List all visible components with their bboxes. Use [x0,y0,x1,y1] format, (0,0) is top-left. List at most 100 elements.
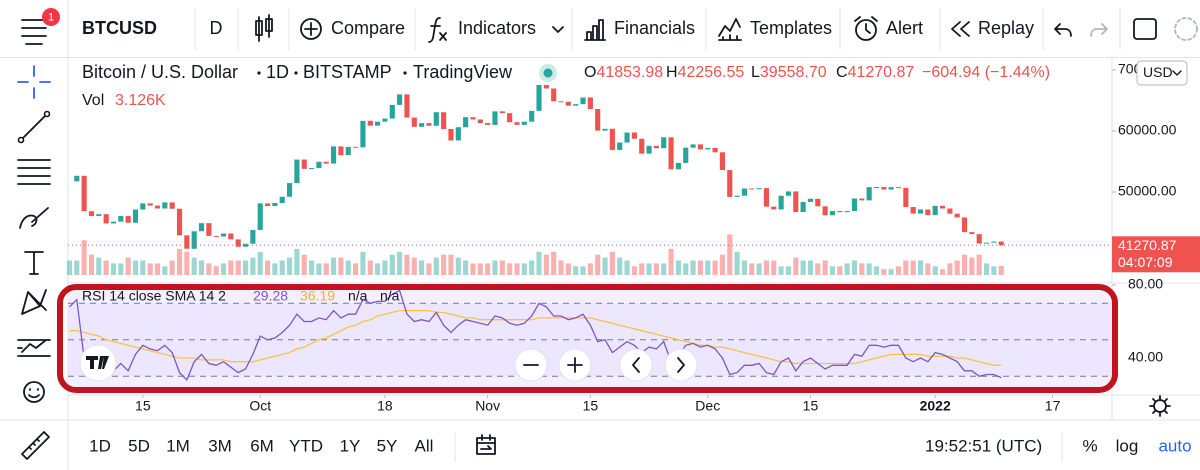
candle [829,211,836,216]
volume-bar [609,251,615,275]
volume-bar [323,263,329,275]
rsi-y-tick-label: 40.00 [1128,349,1163,365]
volume-bar [873,266,880,275]
volume-bar [646,263,652,275]
range-button[interactable]: 5D [128,436,150,455]
fib-tool[interactable] [17,159,51,185]
crosshair-tool[interactable] [17,65,51,99]
candle [162,202,168,209]
volume-bar [353,263,359,275]
layout-button[interactable] [1133,18,1157,40]
alert-button[interactable]: Alert [886,18,923,38]
volume-bar [213,266,219,275]
candle [448,129,454,141]
scroll-left-button[interactable] [619,348,653,382]
zoom-out-button[interactable] [514,348,548,382]
prediction-tool[interactable] [17,339,51,357]
candle [961,217,968,233]
zoom-in-button[interactable] [558,348,592,382]
candle [301,159,307,169]
volume-bar [198,260,205,275]
volume-bar [881,269,887,275]
indicators-dropdown[interactable] [552,26,564,33]
financials-button[interactable]: Financials [614,18,695,38]
candle [529,110,535,122]
candle [103,214,109,224]
volume-bar [690,260,696,275]
candle [675,162,681,170]
volume-bar [998,265,1004,275]
legend: Bitcoin / U.S. Dollar 1D BITSTAMP Tradin… [82,62,557,304]
interval[interactable]: D [210,18,223,38]
volume-bar [829,266,836,275]
range-button[interactable]: YTD [289,436,323,455]
range-button[interactable]: 5Y [377,436,398,455]
volume-bar [514,263,520,275]
tv-logo[interactable] [79,344,117,382]
range-button[interactable]: 1Y [340,436,361,455]
candle [132,209,139,223]
scale-option[interactable]: % [1082,436,1097,455]
currency-button[interactable] [1136,60,1188,86]
symbol[interactable]: BTCUSD [82,18,157,38]
range-button[interactable]: 6M [250,436,274,455]
volume-bar [617,257,623,275]
chart-type-button[interactable] [255,14,273,42]
emoji-tool[interactable] [23,381,45,403]
scale-option[interactable]: auto [1158,436,1191,455]
candle [705,147,711,150]
undo-button[interactable] [1054,23,1072,37]
range-button[interactable]: 3M [208,436,232,455]
market-status[interactable] [543,68,553,78]
range-button[interactable]: 1M [166,436,190,455]
candle [785,191,792,196]
redo-button[interactable] [1090,23,1108,37]
candle [881,187,887,190]
volume-bar [558,260,564,275]
volume-bar [661,263,667,275]
candle [653,145,659,149]
candle [763,188,770,207]
candle [507,113,513,123]
candle [331,146,337,164]
ruler-tool[interactable] [21,431,50,460]
candle [426,123,432,126]
candle [147,203,153,206]
scroll-right-button[interactable] [664,348,698,382]
indicators-button[interactable]: Indicators [458,18,536,38]
settings-button[interactable] [1153,399,1167,413]
date-range-button[interactable] [476,434,496,455]
brush-tool[interactable] [19,207,49,229]
templates-button[interactable]: Templates [750,18,832,38]
candle [250,229,256,244]
candle [389,104,395,119]
compare-button[interactable]: Compare [331,18,405,38]
candle [925,209,931,216]
pattern-tool[interactable] [21,289,47,315]
compare-icon [300,18,322,40]
cloud-button[interactable] [1174,17,1198,41]
range-button[interactable]: All [415,436,434,455]
candle [712,147,718,153]
text-tool[interactable] [24,251,44,275]
scale-option[interactable]: log [1116,436,1139,455]
candle [110,221,117,224]
range-button[interactable]: 1D [89,436,111,455]
volume-bar [147,263,153,275]
volume-bar [727,234,733,275]
menu-button[interactable]: 1 [21,8,60,45]
volume-bar [220,263,227,275]
candle [441,112,447,130]
indicators-icon [428,17,447,43]
trendline-tool[interactable] [20,113,48,141]
volume-bar [242,260,249,275]
y-tick-label: 60000.00 [1118,122,1177,138]
volume-bar [947,263,953,275]
volume-bar [785,266,792,275]
symbol-name: Bitcoin / U.S. Dollar [82,62,238,82]
volume-label: Vol [82,92,104,109]
replay-button[interactable]: Replay [978,18,1034,38]
volume-bar [250,257,256,275]
volume-bar [132,260,139,275]
candle [74,175,80,182]
